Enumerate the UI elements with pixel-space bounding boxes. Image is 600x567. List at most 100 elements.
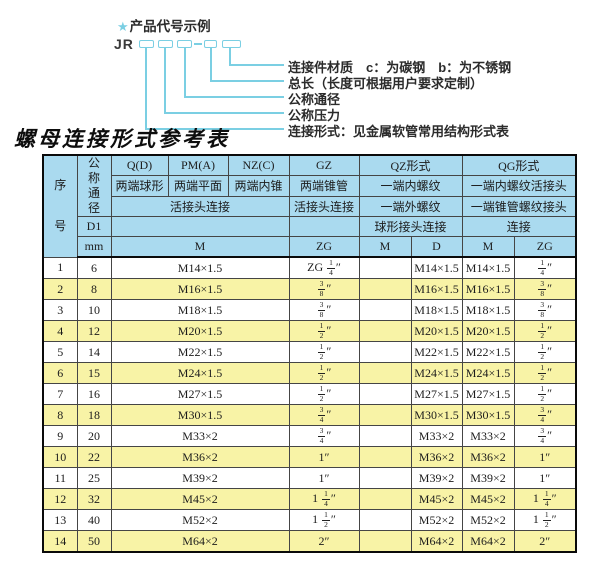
- cell-zg: 1″: [288, 446, 360, 468]
- cell-m: M36×2: [110, 446, 290, 468]
- leader-line: [184, 47, 186, 97]
- cell-dn: 50: [76, 530, 112, 553]
- cell-qz-m: [358, 278, 412, 300]
- cell-qg-m: M30×1.5: [461, 404, 515, 426]
- diagram-heading-text: 产品代号示例: [129, 19, 211, 34]
- cell-seq: 12: [42, 488, 78, 510]
- leader-line: [145, 47, 147, 129]
- table-row: 10 22 M36×2 1″ M36×2 M36×2 1″: [42, 446, 577, 468]
- header-qz-m: M: [358, 236, 412, 258]
- cell-qg-zg: 1 1 4 ″: [513, 488, 577, 510]
- header-pm-sub: 两端平面: [167, 175, 229, 197]
- header-row-5: mm M ZG M D M ZG: [43, 236, 577, 258]
- header-qg-row2: 一端内螺纹活接头: [461, 175, 577, 197]
- cell-dn: 18: [76, 404, 112, 426]
- cell-qz-d: M24×1.5: [410, 362, 463, 384]
- cell-zg: 3 8 ″: [288, 278, 360, 300]
- cell-qz-m: [358, 488, 412, 510]
- label-connection-form: 连接形式：见金属软管常用结构形式表: [288, 124, 510, 139]
- header-qg-row4: 连接: [461, 216, 577, 237]
- cell-dn: 16: [76, 383, 112, 405]
- cell-qg-m: M36×2: [461, 446, 515, 468]
- table-row: 14 50 M64×2 2″ M64×2 M64×2 2″: [42, 530, 577, 553]
- cell-qg-zg: 1 2 ″: [513, 341, 577, 363]
- cell-qz-m: [358, 509, 412, 531]
- header-row-2: 两端球形 两端平面 两端内锥 两端锥管 一端内螺纹 一端内螺纹活接头: [43, 175, 577, 197]
- cell-m: M22×1.5: [110, 341, 290, 363]
- header-qz-row4: 球形接头连接: [358, 216, 463, 237]
- cell-qg-m: M16×1.5: [461, 278, 515, 300]
- cell-qg-zg: 1″: [513, 467, 577, 489]
- cell-seq: 6: [42, 362, 78, 384]
- cell-qz-m: [358, 256, 412, 279]
- cell-qg-m: M22×1.5: [461, 341, 515, 363]
- table-row: 5 14 M22×1.5 1 2 ″ M22×1.5 M22×1.5 1 2 ″: [42, 341, 577, 363]
- cell-seq: 1: [42, 256, 78, 279]
- header-gz-connection: 活接头连接: [288, 195, 360, 218]
- diagram-heading: ★产品代号示例: [117, 15, 211, 35]
- cell-dn: 22: [76, 446, 112, 468]
- table-header: 序号 公称通径 Q(D) PM(A) NZ(C) GZ QZ形式 QG形式 两端…: [42, 154, 577, 258]
- cell-qz-d: M33×2: [410, 425, 463, 447]
- header-d1: D1: [76, 216, 112, 237]
- code-prefix: JR: [114, 36, 134, 52]
- cell-qz-d: M20×1.5: [410, 320, 463, 342]
- cell-seq: 8: [42, 404, 78, 426]
- cell-m: M64×2: [110, 530, 290, 553]
- leader-line: [229, 47, 231, 65]
- header-qz-d: D: [410, 236, 463, 258]
- table-row: 8 18 M30×1.5 3 4 ″ M30×1.5 M30×1.5 3 4 ″: [42, 404, 577, 426]
- header-spacer-2: [288, 216, 360, 237]
- leader-line: [229, 64, 284, 66]
- cell-qz-d: M16×1.5: [410, 278, 463, 300]
- table-row: 7 16 M27×1.5 1 2 ″ M27×1.5 M27×1.5 1 2 ″: [42, 383, 577, 405]
- cell-qz-m: [358, 530, 412, 553]
- header-seq: 序号: [42, 154, 78, 258]
- cell-dn: 12: [76, 320, 112, 342]
- cell-qz-d: M14×1.5: [410, 256, 463, 279]
- cell-qz-m: [358, 362, 412, 384]
- cell-zg: 1″: [288, 467, 360, 489]
- cell-seq: 10: [42, 446, 78, 468]
- cell-qg-zg: 1 4 ″: [513, 256, 577, 279]
- cell-zg: 3 4 ″: [288, 404, 360, 426]
- header-qz-row3: 一端外螺纹: [358, 195, 463, 218]
- leader-line: [164, 47, 166, 113]
- cell-qz-m: [358, 299, 412, 321]
- cell-dn: 15: [76, 362, 112, 384]
- cell-dn: 10: [76, 299, 112, 321]
- table-body: 1 6 M14×1.5 ZG 1 4 ″ M14×1.5 M14×1.5 1 4 ″ 2…: [42, 256, 577, 553]
- cell-qg-m: M52×2: [461, 509, 515, 531]
- label-nominal-diameter: 公称通径: [288, 92, 341, 107]
- header-qg-m: M: [461, 236, 515, 258]
- cell-zg: 1 1 2 ″: [288, 509, 360, 531]
- cell-qz-d: M27×1.5: [410, 383, 463, 405]
- header-qg-row3: 一端锥管螺纹接头: [461, 195, 577, 218]
- cell-qz-d: M52×2: [410, 509, 463, 531]
- cell-qz-d: M18×1.5: [410, 299, 463, 321]
- cell-m: M14×1.5: [110, 256, 290, 279]
- cell-seq: 2: [42, 278, 78, 300]
- cell-zg: ZG 1 4 ″: [288, 256, 360, 279]
- label-total-length: 总长（长度可根据用户要求定制）: [288, 76, 484, 91]
- cell-qz-m: [358, 404, 412, 426]
- header-pm: PM(A): [167, 154, 229, 177]
- cell-zg: 1 2 ″: [288, 320, 360, 342]
- cell-qz-d: M64×2: [410, 530, 463, 553]
- cell-qz-d: M36×2: [410, 446, 463, 468]
- header-m-unit: M: [110, 236, 290, 258]
- cell-qg-m: M24×1.5: [461, 362, 515, 384]
- cell-qg-zg: 3 4 ″: [513, 425, 577, 447]
- header-qg-zg: ZG: [513, 236, 577, 258]
